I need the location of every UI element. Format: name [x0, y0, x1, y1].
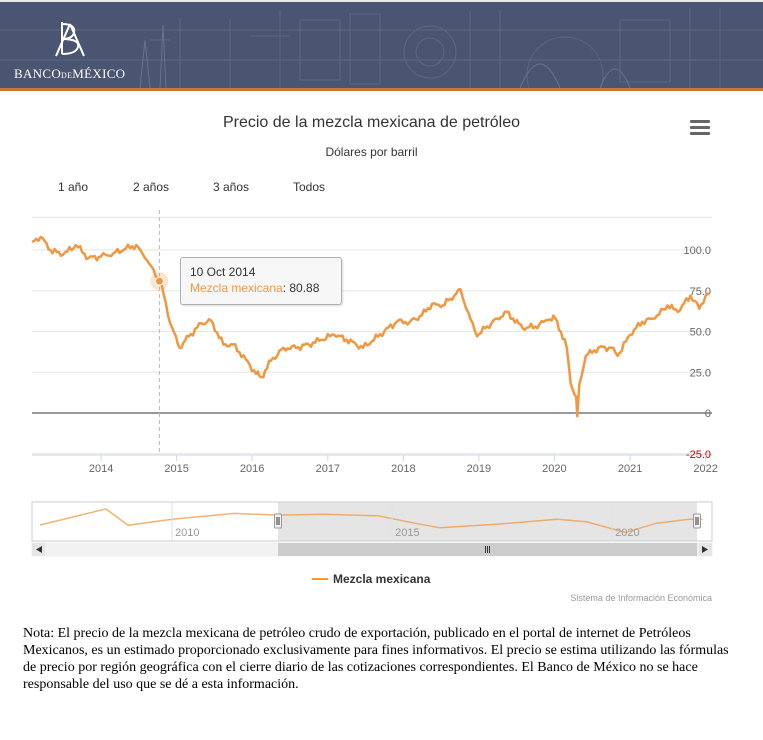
scroll-left-icon	[36, 546, 42, 553]
chart-menu-button[interactable]	[690, 120, 710, 138]
navigator-handle[interactable]	[274, 513, 282, 529]
navigator-series	[39, 508, 703, 534]
disclaimer-note: Nota: El precio de la mezcla mexicana de…	[23, 626, 729, 692]
hover-marker	[150, 272, 169, 291]
range-button-2-years[interactable]: 2 años	[133, 180, 170, 194]
tooltip-value: 80.88	[289, 281, 320, 295]
y-tick-label: -25.0	[686, 449, 711, 461]
x-tick-label: 2022	[693, 463, 717, 475]
banner-top-border	[0, 0, 763, 2]
scroll-right-icon	[702, 546, 708, 553]
navigator-tick-label: 2010	[175, 527, 199, 539]
y-tick-label: 0	[705, 408, 711, 420]
x-tick-label: 2020	[542, 463, 566, 475]
navigator-selected-range	[278, 502, 697, 541]
chart-title: Precio de la mezcla mexicana de petróleo	[222, 114, 521, 131]
legend-label: Mezcla mexicana	[333, 572, 431, 586]
y-axis-labels: 100.0 75.0 50.0 25.0 0 -25.0	[683, 245, 711, 461]
x-axis-labels: 2014 2015 2016 2017 2018 2019 2020 2021 2022	[89, 455, 718, 475]
range-button-all[interactable]: Todos	[293, 180, 326, 194]
range-button-3-years[interactable]: 3 años	[213, 180, 250, 194]
legend-item-mezcla-mexicana[interactable]: Mezcla mexicana	[312, 572, 430, 586]
x-tick-label: 2018	[391, 463, 415, 475]
x-tick-label: 2021	[618, 463, 642, 475]
navigator-handle[interactable]	[693, 513, 701, 529]
x-tick-label: 2016	[240, 463, 264, 475]
series-line	[31, 235, 710, 418]
banner-architecture-pattern	[0, 8, 763, 88]
x-tick-label: 2015	[164, 463, 188, 475]
banxico-logo-text: BANCODEMÉXICO	[14, 66, 126, 81]
y-tick-label: 25.0	[690, 367, 711, 379]
hover-point	[154, 276, 164, 286]
hamburger-menu-icon	[690, 120, 710, 135]
x-tick-label: 2014	[89, 463, 113, 475]
credits[interactable]: Sistema de Información Económica	[570, 593, 712, 603]
chart-subtitle: Dólares por barril	[325, 145, 418, 159]
range-button-1-year[interactable]: 1 año	[58, 180, 89, 194]
series-mezcla-mexicana[interactable]	[31, 235, 710, 418]
tooltip: 10 Oct 2014 Mezcla mexicana: 80.88	[180, 257, 342, 305]
y-tick-label: 50.0	[690, 327, 711, 339]
y-tick-label: 75.0	[690, 286, 711, 298]
x-tick-label: 2019	[467, 463, 491, 475]
tooltip-series-name: Mezcla mexicana	[190, 281, 283, 295]
y-tick-label: 100.0	[683, 245, 711, 257]
navigator-tick-label: 2020	[615, 527, 639, 539]
site-banner: BANCODEMÉXICO	[0, 0, 763, 91]
banxico-logo-icon	[55, 22, 85, 57]
x-tick-label: 2017	[316, 463, 340, 475]
navigator-tick-label: 2015	[395, 527, 419, 539]
tooltip-date: 10 Oct 2014	[190, 265, 256, 279]
grid-lines	[32, 216, 712, 456]
navigator[interactable]: 2010 2015 2020	[31, 501, 713, 557]
tooltip-value-row: Mezcla mexicana: 80.88	[190, 281, 320, 295]
legend-line-symbol	[312, 577, 328, 580]
